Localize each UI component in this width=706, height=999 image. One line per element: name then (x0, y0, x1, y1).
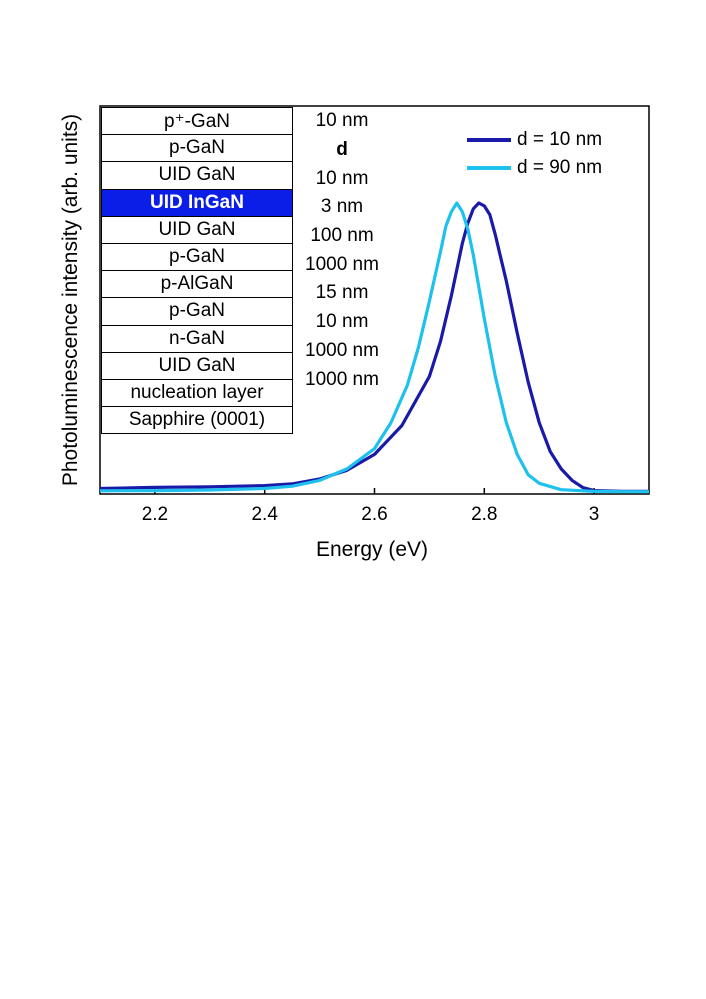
layer-thickness: d (336, 139, 348, 161)
layer-row: p⁺-GaN (102, 108, 292, 136)
layer-thickness: 1000 nm (305, 339, 379, 361)
layer-thickness: 10 nm (315, 167, 369, 189)
layer-row: p-GaN (102, 243, 292, 272)
layer-thickness (292, 394, 392, 423)
layer-stack-table: p⁺-GaN p-GaN UID GaN UID InGaN UID GaN p-GaN p… (101, 107, 293, 435)
layer-row: UID GaN (102, 352, 292, 380)
x-tick-label: 2.8 (471, 504, 497, 525)
layer-thickness: 100 nm (310, 225, 374, 247)
layer-thickness: 10 nm (315, 311, 369, 333)
layer-thickness (292, 423, 392, 452)
layer-thickness: 1000 nm (305, 253, 379, 275)
layer-thickness: 1000 nm (305, 368, 379, 390)
x-axis-label: Energy (eV) (316, 538, 428, 561)
layer-thickness: 3 nm (320, 196, 364, 218)
layer-row: p-GaN (102, 298, 292, 326)
x-tick-label: 2.2 (142, 504, 168, 525)
y-axis-label: Photoluminescence intensity (arb. units) (59, 114, 82, 486)
layer-row: n-GaN (102, 325, 292, 353)
layer-row: nucleation layer (102, 379, 292, 408)
legend: d = 10 nm d = 90 nm (467, 126, 602, 182)
legend-label-d90: d = 90 nm (517, 157, 603, 178)
legend-item-d90: d = 90 nm (467, 154, 602, 182)
layer-row: UID GaN (102, 162, 292, 190)
series-lines (99, 201, 649, 494)
x-tick-label: 2.4 (251, 504, 278, 525)
layer-row: Sapphire (0001) (102, 407, 292, 435)
layer-thickness: 10 nm (315, 110, 369, 132)
x-tick-label: 3 (589, 504, 600, 525)
legend-label-d10: d = 10 nm (517, 129, 603, 150)
layer-thickness: 15 nm (315, 282, 369, 304)
layer-row: UID InGaN (102, 189, 292, 217)
legend-item-d10: d = 10 nm (467, 126, 602, 154)
legend-swatch-d90 (467, 166, 511, 170)
series-line-d90 (99, 201, 649, 494)
layer-row: p-GaN (102, 135, 292, 163)
layer-row: p-AlGaN (102, 271, 292, 299)
layer-row: UID GaN (102, 216, 292, 244)
legend-swatch-d10 (467, 138, 511, 142)
layer-thickness-column: 10 nm d 10 nm 3 nm 100 nm 1000 nm 15 nm 10 nm 10… (292, 107, 392, 451)
x-tick-label: 2.6 (361, 504, 387, 525)
